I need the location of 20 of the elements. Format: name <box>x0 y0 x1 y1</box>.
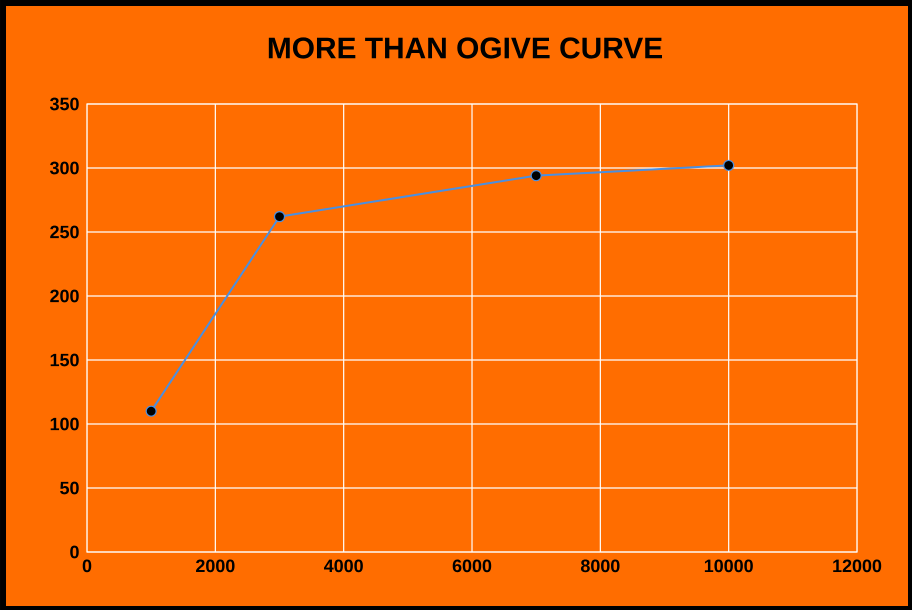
x-tick-label: 8000 <box>580 559 620 572</box>
x-tick-label: 4000 <box>324 559 363 572</box>
point <box>530 170 542 182</box>
chart-title: MORE THAN OGIVE CURVE <box>268 37 662 59</box>
y-tick-label: 350 <box>50 98 79 110</box>
x-tick-label: 12000 <box>833 559 882 572</box>
point <box>146 406 157 417</box>
x-tick-label: 10000 <box>704 559 753 572</box>
x-tick-label: 2000 <box>196 559 235 572</box>
y-tick-label: 100 <box>50 418 79 430</box>
x-tick-label: 0 <box>82 559 92 572</box>
y-tick-label: 200 <box>50 290 79 302</box>
y-tick-label: 250 <box>50 226 79 238</box>
x-tick-label: 6000 <box>452 559 492 572</box>
y-tick-label: 300 <box>50 162 79 174</box>
y-tick-label: 150 <box>50 354 79 366</box>
point <box>274 211 286 222</box>
point <box>723 160 734 172</box>
y-tick-label: 0 <box>70 546 79 558</box>
y-tick-label: 50 <box>60 482 79 494</box>
